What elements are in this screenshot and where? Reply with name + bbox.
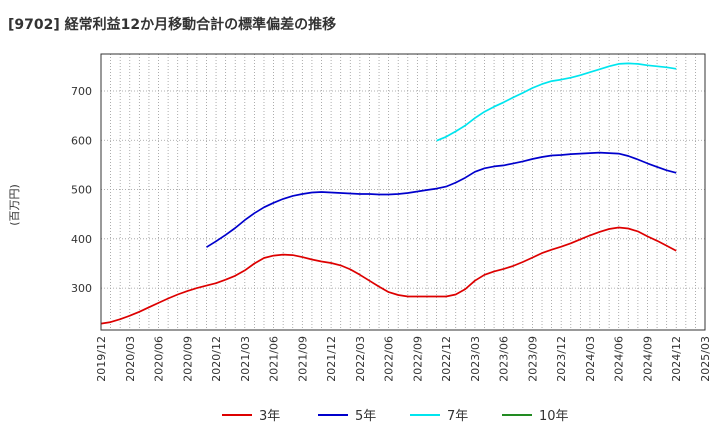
x-tick-label: 2024/06 <box>613 336 626 382</box>
x-tick-label: 2023/12 <box>555 336 568 382</box>
x-tick-label: 2021/12 <box>325 336 338 382</box>
y-tick-label: 400 <box>71 233 92 246</box>
x-tick-label: 2021/03 <box>239 336 252 382</box>
x-tick-label: 2022/03 <box>354 336 367 382</box>
x-tick-label: 2022/06 <box>383 336 396 382</box>
legend: 3年 5年 7年 10年 <box>222 409 569 424</box>
plot-frame <box>100 53 706 331</box>
x-tick-label: 2020/12 <box>210 336 223 382</box>
legend-label-7年: 7年 <box>447 409 468 424</box>
x-tick-label: 2024/03 <box>584 336 597 382</box>
series-layer <box>100 62 677 325</box>
y-tick-label: 600 <box>71 134 92 147</box>
x-tick-label: 2020/09 <box>181 336 194 382</box>
legend-label-3年: 3年 <box>259 409 280 424</box>
chart-title: [9702] 経常利益12か月移動合計の標準偏差の推移 <box>8 16 336 33</box>
x-tick-label: 2022/12 <box>440 336 453 382</box>
series-line-5年 <box>206 151 677 248</box>
x-tick-label: 2020/06 <box>153 336 166 382</box>
y-tick-label: 300 <box>71 282 92 295</box>
x-tick-label: 2019/12 <box>95 336 108 382</box>
grid-lines <box>101 54 705 330</box>
x-tick-labels: 2019/12 2020/03 2020/06 2020/09 2020/12 2021/… <box>95 336 712 382</box>
x-tick-label: 2020/03 <box>124 336 137 382</box>
x-tick-label: 2024/09 <box>641 336 654 382</box>
y-tick-label: 700 <box>71 85 92 98</box>
y-tick-label: 500 <box>71 184 92 197</box>
series-line-7年 <box>436 62 677 142</box>
legend-label-5年: 5年 <box>355 409 376 424</box>
x-tick-label: 2022/09 <box>411 336 424 382</box>
x-tick-label: 2021/09 <box>296 336 309 382</box>
y-axis-label: (百万円) <box>8 184 21 226</box>
series-line-3年 <box>100 226 677 325</box>
y-tick-labels: 300 400 500 600 700 <box>71 85 92 295</box>
x-tick-label: 2021/06 <box>268 336 281 382</box>
x-tick-label: 2023/09 <box>526 336 539 382</box>
x-tick-label: 2023/03 <box>469 336 482 382</box>
x-tick-label: 2024/12 <box>670 336 683 382</box>
x-tick-label: 2025/03 <box>699 336 712 382</box>
legend-label-10年: 10年 <box>539 409 569 424</box>
x-tick-label: 2023/06 <box>498 336 511 382</box>
